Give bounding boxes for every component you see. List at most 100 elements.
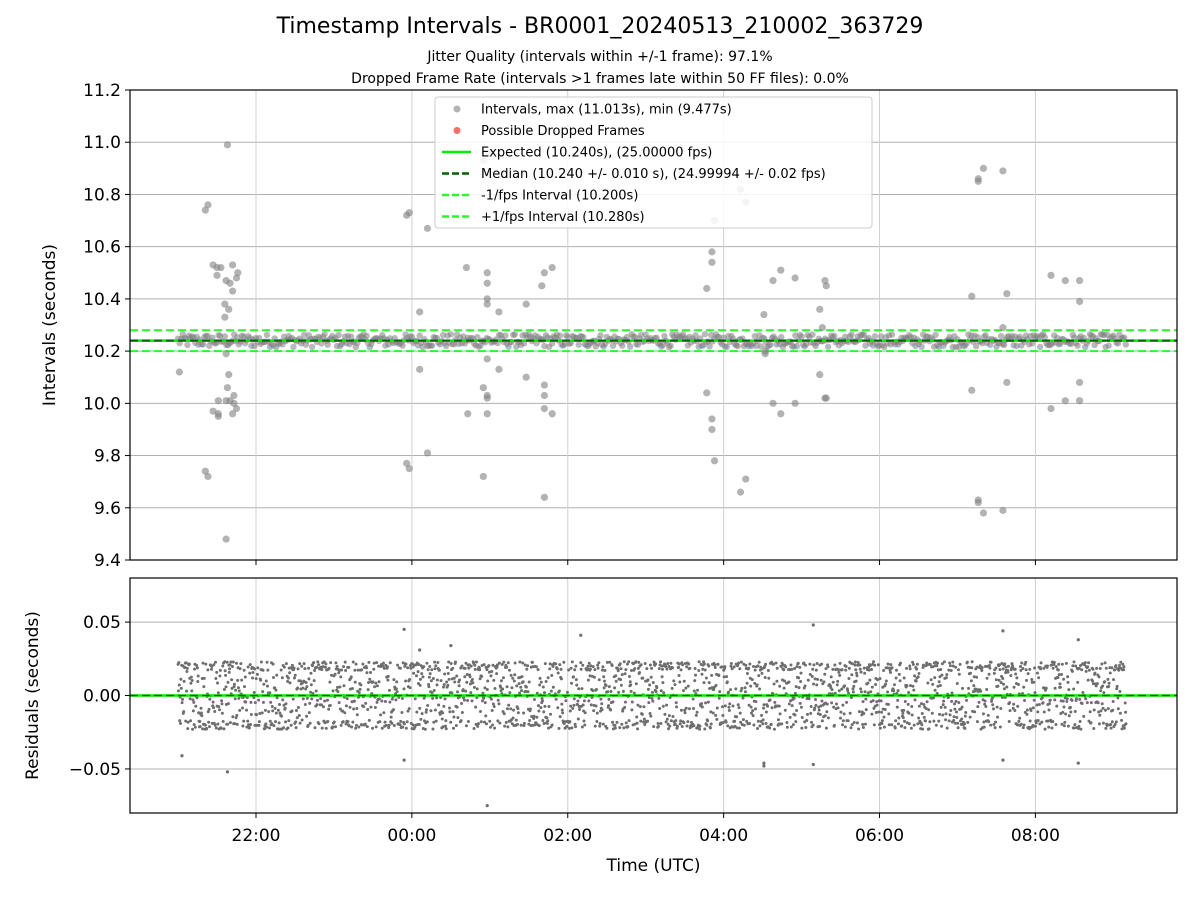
residual-point bbox=[936, 684, 940, 688]
residual-point bbox=[473, 667, 477, 671]
residual-point bbox=[1040, 720, 1044, 724]
residual-point bbox=[493, 686, 497, 690]
residual-point bbox=[440, 717, 444, 721]
residual-point bbox=[252, 696, 256, 700]
residual-point bbox=[852, 721, 856, 725]
residual-point bbox=[916, 675, 920, 679]
residual-point bbox=[460, 702, 464, 706]
residual-point bbox=[442, 704, 446, 708]
residual-point bbox=[254, 677, 258, 681]
residual-point bbox=[190, 689, 194, 693]
residual-point bbox=[806, 678, 810, 682]
residual-point bbox=[319, 703, 323, 707]
residual-point bbox=[441, 685, 445, 689]
residual-point bbox=[274, 720, 278, 724]
residual-point bbox=[1081, 690, 1085, 694]
residual-point bbox=[1002, 687, 1006, 691]
residual-point bbox=[1025, 708, 1029, 712]
residual-point bbox=[695, 710, 699, 714]
residual-point bbox=[1120, 718, 1124, 722]
residual-point bbox=[794, 685, 798, 689]
residual-point bbox=[875, 703, 879, 707]
residual-point bbox=[720, 665, 724, 669]
residual-point bbox=[982, 725, 986, 729]
residual-point bbox=[866, 681, 870, 685]
residual-point bbox=[447, 677, 451, 681]
residual-point bbox=[315, 703, 319, 707]
interval-point bbox=[301, 331, 308, 338]
residual-point bbox=[528, 707, 532, 711]
residual-point bbox=[1122, 668, 1126, 672]
residual-point bbox=[483, 686, 487, 690]
residual-point bbox=[931, 682, 935, 686]
residual-point bbox=[1117, 668, 1121, 672]
residual-point bbox=[1108, 671, 1112, 675]
x-tick-label: 02:00 bbox=[543, 826, 592, 846]
residual-point bbox=[433, 667, 437, 671]
residual-point bbox=[855, 674, 859, 678]
residual-point bbox=[372, 661, 376, 665]
residual-point bbox=[293, 673, 297, 677]
residual-point bbox=[889, 663, 893, 667]
residual-point bbox=[427, 682, 431, 686]
y-tick-label: 9.4 bbox=[94, 551, 121, 571]
residual-point bbox=[482, 696, 486, 700]
residual-point bbox=[660, 675, 664, 679]
residual-point bbox=[591, 665, 595, 669]
residual-point bbox=[416, 670, 420, 674]
residual-point bbox=[654, 662, 658, 666]
interval-point bbox=[199, 341, 207, 348]
residual-point bbox=[580, 687, 584, 691]
residual-point bbox=[874, 683, 878, 687]
residual-point bbox=[1093, 671, 1097, 675]
residual-point bbox=[883, 708, 887, 712]
residual-point bbox=[466, 699, 470, 703]
residual-point bbox=[829, 675, 833, 679]
residual-point bbox=[649, 675, 653, 679]
residual-point bbox=[664, 664, 668, 668]
residual-point bbox=[213, 723, 217, 727]
residual-point bbox=[226, 702, 230, 706]
residual-point bbox=[940, 662, 944, 666]
residual-point bbox=[592, 709, 596, 713]
residual-point bbox=[178, 719, 182, 723]
residual-point bbox=[425, 708, 429, 712]
residual-point bbox=[356, 668, 360, 672]
residual-point bbox=[184, 661, 188, 665]
residual-point bbox=[939, 705, 943, 709]
residual-point bbox=[999, 681, 1003, 685]
interval-outlier-point bbox=[777, 266, 785, 274]
residual-point bbox=[394, 698, 398, 702]
residual-point bbox=[890, 666, 894, 670]
residual-point bbox=[623, 705, 627, 709]
residual-point bbox=[920, 711, 924, 715]
residual-point bbox=[1036, 710, 1040, 714]
residual-point bbox=[739, 720, 743, 724]
residual-point bbox=[838, 673, 842, 677]
residual-point bbox=[716, 662, 720, 666]
interval-outlier-point bbox=[540, 381, 548, 389]
residual-point bbox=[569, 704, 573, 708]
residual-point bbox=[201, 727, 205, 731]
residual-point bbox=[437, 668, 441, 672]
residual-point bbox=[443, 672, 447, 676]
residual-point bbox=[659, 689, 663, 693]
residual-point bbox=[257, 720, 261, 724]
residual-point bbox=[745, 681, 749, 685]
residual-point bbox=[840, 687, 844, 691]
residual-point bbox=[1092, 726, 1096, 730]
residual-point bbox=[220, 702, 224, 706]
residual-point bbox=[848, 711, 852, 715]
interval-outlier-point bbox=[818, 324, 826, 332]
residual-point bbox=[874, 711, 878, 715]
residual-point bbox=[682, 721, 686, 725]
residual-point bbox=[619, 678, 623, 682]
residual-point bbox=[868, 664, 872, 668]
residual-point bbox=[760, 671, 764, 675]
residual-point bbox=[727, 690, 731, 694]
interval-outlier-point bbox=[760, 310, 768, 319]
residual-point bbox=[281, 698, 285, 702]
residual-point bbox=[981, 712, 985, 716]
residual-point bbox=[952, 715, 956, 719]
residual-point bbox=[838, 661, 842, 665]
